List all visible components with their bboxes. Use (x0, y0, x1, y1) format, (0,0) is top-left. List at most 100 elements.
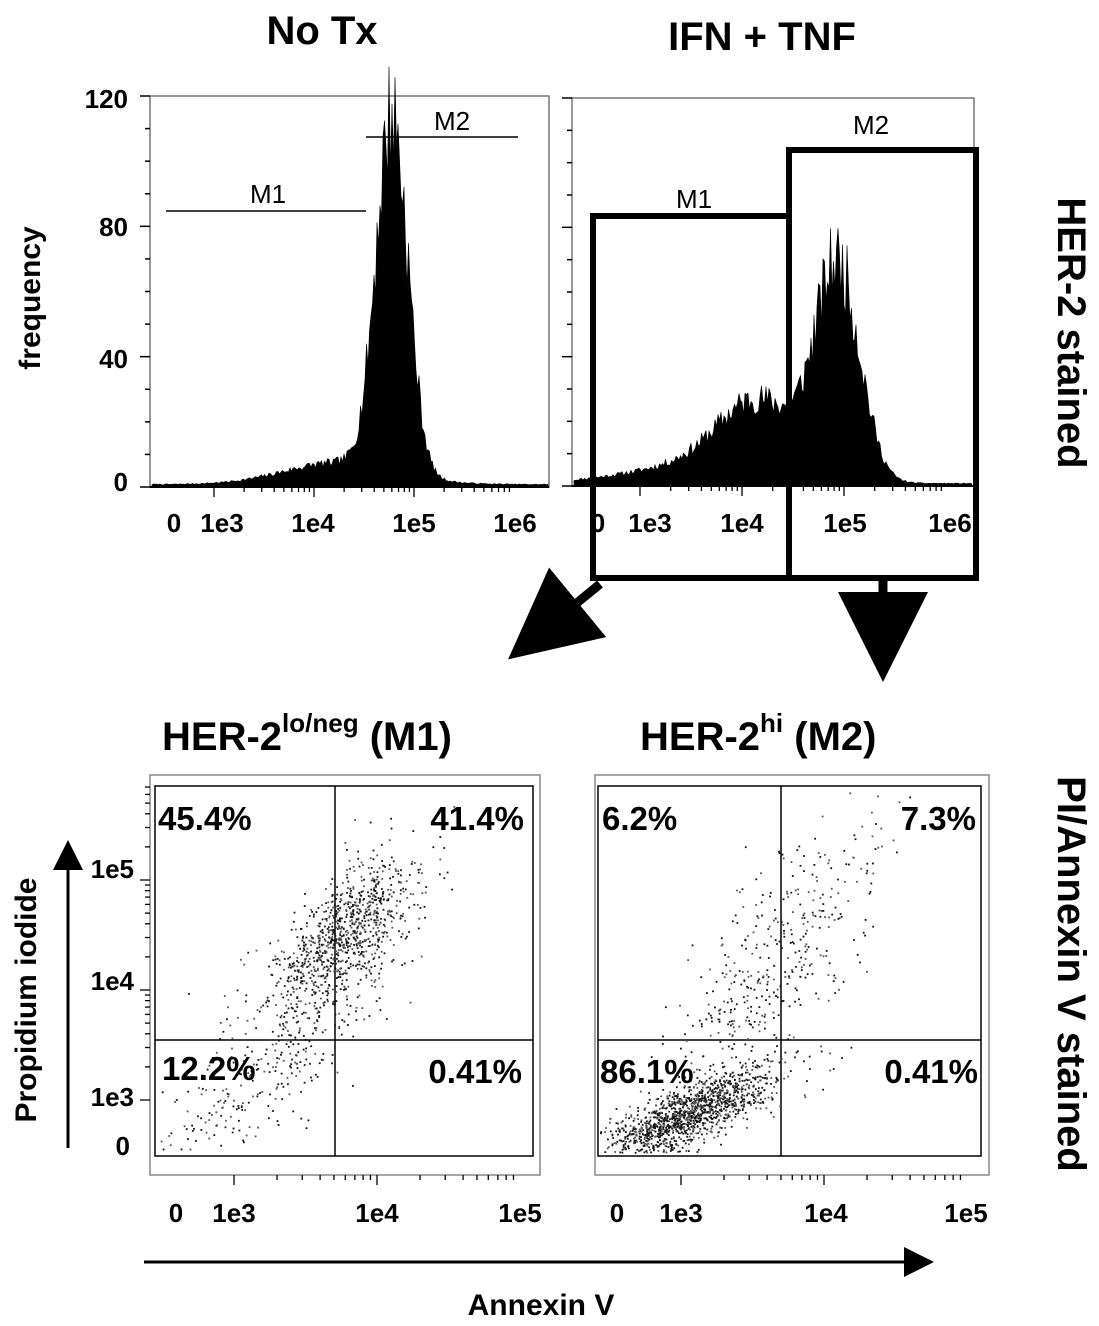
event-point (650, 1142, 653, 1145)
event-point (728, 1033, 731, 1035)
event-point (736, 922, 739, 924)
event-point (219, 1099, 222, 1102)
event-point (831, 913, 834, 916)
event-point (318, 949, 321, 952)
event-point (308, 958, 311, 960)
event-point (766, 944, 769, 947)
event-point (644, 1117, 647, 1119)
event-point (336, 1071, 339, 1074)
event-point (242, 1060, 245, 1062)
event-point (365, 914, 368, 916)
event-point (378, 972, 381, 975)
event-point (746, 1092, 749, 1095)
event-point (310, 1045, 313, 1048)
event-point (397, 872, 400, 875)
event-point (664, 1144, 667, 1147)
event-point (743, 980, 746, 983)
event-point (280, 1082, 283, 1085)
event-point (372, 849, 375, 852)
event-point (382, 935, 384, 938)
event-point (853, 834, 856, 837)
event-point (717, 1032, 720, 1034)
event-point (361, 946, 363, 948)
event-point (648, 1138, 651, 1141)
event-point (349, 920, 351, 923)
event-point (693, 1071, 696, 1074)
event-point (656, 1125, 658, 1128)
event-point (303, 962, 306, 965)
event-point (681, 1131, 683, 1134)
event-point (300, 976, 303, 979)
event-point (659, 1108, 661, 1110)
event-point (661, 1107, 664, 1109)
event-point (797, 888, 799, 891)
event-point (315, 1073, 317, 1076)
event-point (678, 1100, 681, 1103)
event-point (687, 1150, 690, 1152)
event-point (683, 1112, 686, 1115)
event-point (729, 1080, 732, 1083)
event-point (662, 1035, 664, 1038)
event-point (675, 1143, 678, 1146)
event-point (220, 1144, 223, 1147)
event-point (389, 939, 392, 941)
event-point (617, 1133, 619, 1136)
event-point (736, 889, 738, 892)
event-point (730, 982, 733, 985)
event-point (683, 1096, 686, 1098)
event-point (822, 903, 825, 905)
event-point (740, 1088, 743, 1091)
event-point (758, 1094, 760, 1097)
event-point (303, 945, 306, 948)
event-point (771, 1092, 773, 1094)
event-point (380, 967, 382, 970)
event-point (270, 973, 273, 976)
event-point (338, 937, 341, 939)
event-point (668, 1120, 671, 1123)
event-point (312, 915, 315, 918)
event-point (754, 1077, 756, 1080)
event-point (315, 911, 318, 913)
event-point (345, 942, 348, 945)
event-point (723, 1083, 725, 1086)
event-point (646, 1151, 649, 1154)
event-point (294, 1061, 296, 1064)
event-point (331, 939, 334, 942)
event-point (687, 1080, 690, 1083)
event-point (356, 930, 359, 933)
event-point (638, 1137, 641, 1140)
event-point (660, 1142, 663, 1145)
event-point (757, 1101, 760, 1104)
event-point (653, 1111, 655, 1114)
event-point (667, 1115, 669, 1118)
event-point (333, 916, 335, 919)
event-point (664, 1113, 667, 1116)
event-point (685, 1101, 687, 1104)
event-point (346, 874, 348, 876)
event-point (327, 943, 330, 946)
event-point (259, 1092, 261, 1094)
event-point (637, 1106, 639, 1109)
event-point (339, 976, 342, 978)
event-point (404, 937, 407, 940)
event-point (830, 867, 833, 870)
event-point (319, 959, 322, 961)
event-point (356, 996, 359, 999)
event-point (679, 1107, 682, 1110)
event-point (639, 1140, 642, 1143)
x-tick-1e4: 1e4 (804, 1198, 848, 1228)
event-point (376, 878, 378, 881)
event-point (355, 964, 357, 967)
event-point (370, 979, 373, 982)
event-point (728, 1104, 730, 1107)
event-point (665, 1138, 668, 1141)
gate-m2-label-ifn-tnf: M2 (853, 110, 889, 140)
event-point (797, 1050, 799, 1053)
event-point (392, 876, 394, 878)
event-point (331, 936, 334, 938)
event-point (700, 1107, 703, 1109)
event-point (673, 1122, 676, 1125)
event-point (363, 878, 365, 881)
event-point (296, 1006, 299, 1008)
event-point (361, 919, 364, 922)
